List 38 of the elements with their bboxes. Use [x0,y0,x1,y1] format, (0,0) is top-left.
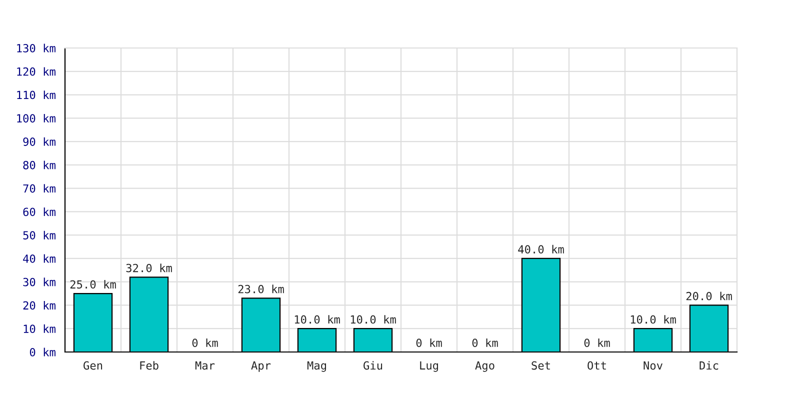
x-tick-label: Dic [700,361,718,370]
y-tick-label: 20 km [23,301,56,310]
data-label: 0 km [472,338,498,348]
x-tick-label: Ott [588,361,606,370]
x-tick-label: Gen [84,361,102,370]
data-label: 0 km [416,338,442,348]
x-tick-label: Nov [644,361,662,370]
y-tick-label: 50 km [23,230,56,240]
x-tick-label: Mar [195,361,215,370]
x-tick-label: Mag [307,361,326,372]
data-label: 0 km [192,338,218,348]
x-tick-label: Giu [364,361,382,370]
data-label: 40.0 km [518,244,564,254]
data-label: 32.0 km [126,264,172,272]
y-tick-label: 0 km [30,348,56,356]
y-tick-label: 80 km [23,160,56,170]
x-tick-label: Apr [251,361,271,372]
data-label: 25.0 km [70,280,116,289]
data-label: 23.0 km [238,284,284,294]
x-tick-label: Ago [475,361,494,372]
data-label: 10.0 km [630,315,676,324]
y-tick-label: 30 km [23,278,56,286]
data-label: 0 km [584,338,610,348]
y-tick-label: 100 km [17,114,56,123]
y-tick-label: 130 km [17,44,56,52]
y-tick-label: 90 km [23,137,56,146]
x-tick-label: Feb [140,361,158,370]
data-label: 10.0 km [294,315,340,324]
y-tick-label: 120 km [17,67,56,76]
y-tick-label: 70 km [23,184,56,193]
data-label: 10.0 km [350,315,396,324]
y-tick-label: 40 km [23,254,56,263]
data-label: 20.0 km [686,292,732,300]
y-tick-label: 60 km [23,208,56,216]
x-tick-label: Lug [420,361,438,372]
x-tick-label: Set [532,361,550,370]
y-tick-label: 10 km [24,324,56,334]
y-tick-label: 110 km [17,90,56,100]
